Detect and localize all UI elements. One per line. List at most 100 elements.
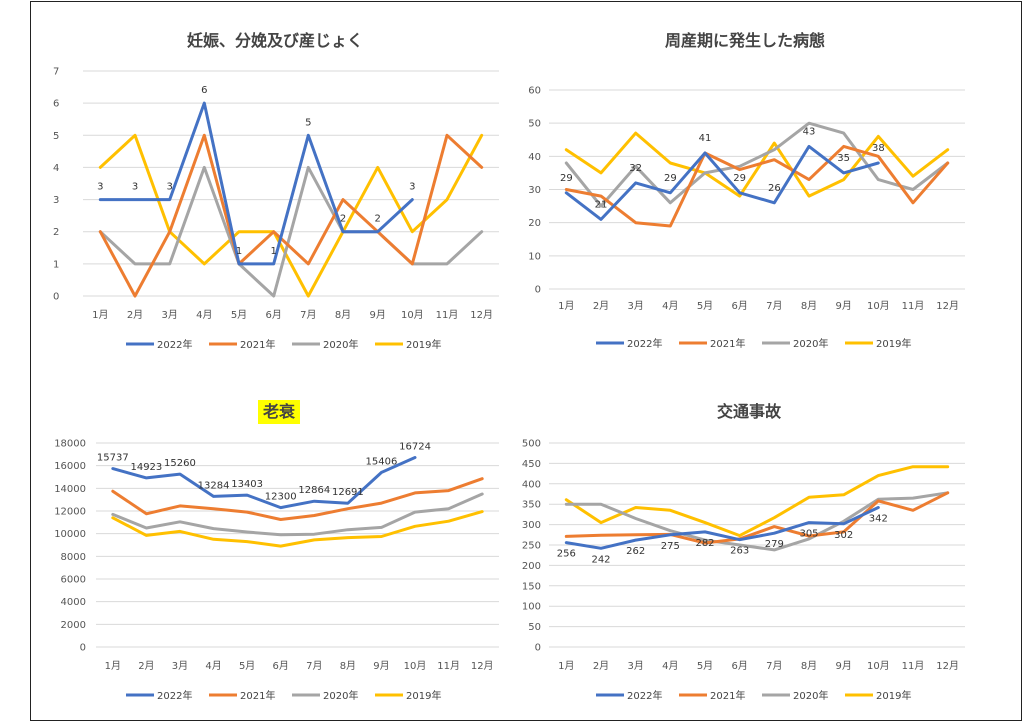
data-label: 15260 — [164, 458, 196, 469]
x-tick-label: 2月 — [593, 300, 609, 312]
legend-label: 2020年 — [793, 337, 828, 350]
legend-label: 2020年 — [323, 338, 358, 351]
series-line-2019年 — [111, 510, 484, 548]
data-label: 3 — [409, 182, 415, 193]
x-tick-label: 7月 — [306, 660, 322, 672]
x-tick-label: 12月 — [471, 660, 494, 672]
y-tick-label: 30 — [528, 185, 541, 196]
y-tick-label: 0 — [535, 643, 541, 654]
data-label: 305 — [799, 529, 818, 540]
x-tick-label: 8月 — [801, 660, 817, 672]
series-line-2022年 — [98, 101, 414, 266]
data-label: 12691 — [332, 487, 364, 498]
y-tick-label: 10 — [528, 251, 541, 262]
chart-title: 老衰 — [262, 402, 296, 421]
series-line-2020年 — [98, 165, 484, 298]
y-tick-label: 50 — [528, 622, 541, 633]
legend-label: 2019年 — [406, 338, 441, 351]
x-tick-label: 12月 — [936, 660, 959, 672]
y-tick-label: 50 — [528, 119, 541, 130]
y-tick-label: 350 — [522, 500, 541, 511]
y-tick-label: 3 — [53, 195, 59, 206]
data-label: 29 — [733, 173, 746, 184]
charts-canvas: 妊娠、分娩及び産じょく 0 1 2 3 4 5 6 7 1月 2月 3月 4月 5月 6月 7月 8月 9月 10月… — [53, 31, 965, 702]
y-tick-label: 5 — [53, 131, 59, 142]
x-tick-label: 6月 — [273, 660, 289, 672]
x-tick-label: 8月 — [801, 300, 817, 312]
y-tick-label: 4 — [53, 163, 59, 174]
x-tick-label: 5月 — [697, 300, 713, 312]
series-line-2021年 — [564, 491, 950, 545]
data-label: 35 — [837, 153, 850, 164]
legend-label: 2020年 — [323, 689, 358, 702]
x-tick-label: 11月 — [902, 300, 925, 312]
x-tick-label: 6月 — [731, 660, 747, 672]
x-tick-label: 4月 — [205, 660, 221, 672]
data-label: 3 — [166, 182, 172, 193]
y-tick-label: 2 — [53, 227, 59, 238]
y-tick-label: 150 — [522, 581, 541, 592]
x-tick-label: 6月 — [265, 309, 281, 321]
x-tick-label: 7月 — [300, 309, 316, 321]
legend-label: 2022年 — [627, 689, 662, 702]
x-tick-label: 3月 — [172, 660, 188, 672]
data-label: 38 — [872, 143, 885, 154]
x-tick-label: 3月 — [627, 300, 643, 312]
data-label: 279 — [765, 539, 784, 550]
x-tick-label: 3月 — [161, 309, 177, 321]
y-tick-label: 6 — [53, 99, 59, 110]
y-tick-label: 14000 — [54, 484, 86, 495]
x-tick-label: 8月 — [335, 309, 351, 321]
x-tick-label: 12月 — [936, 300, 959, 312]
x-tick-label: 5月 — [697, 660, 713, 672]
y-tick-label: 100 — [522, 602, 541, 613]
legend-label: 2019年 — [876, 337, 911, 350]
x-tick-label: 6月 — [731, 300, 747, 312]
y-tick-label: 6000 — [61, 575, 86, 586]
series-line-2019年 — [98, 133, 484, 298]
chart-pregnancy: 妊娠、分娩及び産じょく 0 1 2 3 4 5 6 7 1月 2月 3月 4月 5月 6月 7月 8月 9月 10月… — [53, 31, 499, 351]
y-tick-label: 10000 — [54, 529, 86, 540]
chart-traffic-accident: 交通事故 0 50 100 150 200 250 300 350 400 450 500 1月 2月 3月… — [522, 402, 965, 702]
data-label: 15406 — [366, 456, 398, 467]
series-line-2020年 — [564, 121, 950, 208]
x-tick-label: 4月 — [662, 660, 678, 672]
x-tick-label: 10月 — [401, 309, 424, 321]
data-label: 14923 — [130, 462, 162, 473]
x-tick-label: 9月 — [373, 660, 389, 672]
series-line-2020年 — [111, 492, 484, 537]
x-tick-label: 11月 — [437, 660, 460, 672]
legend-label: 2019年 — [876, 689, 911, 702]
y-tick-label: 200 — [522, 561, 541, 572]
series-line-2022年 — [564, 144, 880, 221]
x-tick-label: 9月 — [369, 309, 385, 321]
data-label: 302 — [834, 530, 853, 541]
x-tick-label: 10月 — [867, 300, 890, 312]
x-tick-label: 7月 — [766, 300, 782, 312]
y-tick-label: 8000 — [61, 552, 86, 563]
data-label: 263 — [730, 546, 749, 557]
y-tick-label: 500 — [522, 439, 541, 450]
title-highlight — [258, 400, 300, 424]
data-label: 32 — [629, 163, 642, 174]
data-label: 282 — [695, 538, 714, 549]
chart-senility: 老衰 0 2000 4000 6000 8000 10000 12000 14000 16000 1… — [54, 400, 499, 702]
data-label: 1 — [236, 246, 242, 257]
legend-label: 2022年 — [157, 689, 192, 702]
series-line-2019年 — [564, 131, 950, 198]
series-line-2022年 — [564, 506, 880, 550]
series-line-2022年 — [111, 456, 417, 510]
data-label: 41 — [699, 133, 712, 144]
y-tick-label: 2000 — [61, 620, 86, 631]
x-tick-label: 9月 — [835, 300, 851, 312]
series-line-2021年 — [564, 144, 950, 228]
x-tick-label: 1月 — [558, 300, 574, 312]
x-tick-label: 10月 — [404, 660, 427, 672]
y-tick-label: 1 — [53, 259, 59, 270]
legend-label: 2021年 — [710, 689, 745, 702]
data-label: 6 — [201, 85, 207, 96]
x-tick-label: 11月 — [436, 309, 459, 321]
y-tick-label: 0 — [53, 292, 59, 303]
x-tick-label: 11月 — [902, 660, 925, 672]
data-label: 3 — [97, 182, 103, 193]
